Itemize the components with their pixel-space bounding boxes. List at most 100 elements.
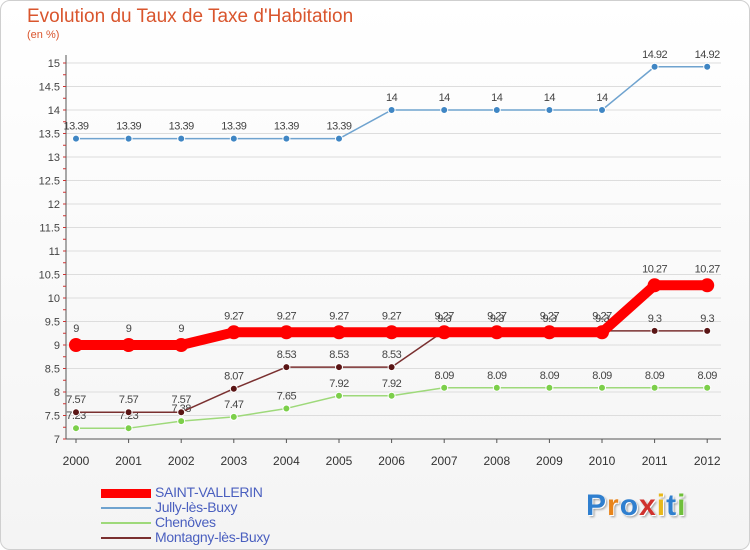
y-tick-label: 15 xyxy=(48,58,60,70)
data-label: 9.27 xyxy=(434,310,454,322)
data-point xyxy=(489,325,504,340)
data-label: 8.09 xyxy=(434,370,454,382)
data-point xyxy=(598,383,606,392)
y-tick-label: 11.5 xyxy=(39,223,60,235)
logo-letter: x xyxy=(639,489,657,522)
data-point xyxy=(387,106,396,114)
data-label: 13.39 xyxy=(326,121,351,133)
data-point xyxy=(226,325,241,340)
data-label: 7.57 xyxy=(171,394,191,406)
y-tick-label: 8.5 xyxy=(45,364,60,376)
data-point xyxy=(282,404,291,413)
data-label: 8.09 xyxy=(540,370,560,382)
y-tick-label: 13 xyxy=(48,152,60,164)
series-2: 7.237.237.387.477.657.927.928.098.098.09… xyxy=(66,370,718,433)
y-tick-label: 14 xyxy=(48,105,60,117)
data-point xyxy=(72,424,80,433)
data-point xyxy=(650,326,659,335)
data-point xyxy=(124,424,133,433)
data-label: 10.27 xyxy=(695,263,720,275)
logo-letter: i xyxy=(677,489,687,522)
data-label: 14 xyxy=(544,92,556,104)
data-point xyxy=(69,338,83,352)
data-label: 13.39 xyxy=(169,121,194,133)
x-tick-label: 2005 xyxy=(326,454,353,468)
data-point xyxy=(384,325,399,340)
data-point xyxy=(177,408,186,417)
data-label: 14 xyxy=(439,92,451,104)
legend-label: Chenôves xyxy=(155,514,216,530)
data-point xyxy=(492,106,501,114)
y-tick-label: 7.5 xyxy=(45,411,60,423)
data-point xyxy=(177,134,186,143)
data-point xyxy=(545,383,554,392)
data-label: 9 xyxy=(178,323,184,335)
data-label: 7.23 xyxy=(66,410,86,422)
data-point xyxy=(703,383,712,392)
data-point xyxy=(72,134,80,143)
series-1: 13.39 13.39 13.39 13.39 13.39 13.39 14 14 14 14 14… xyxy=(63,49,721,143)
y-tick-label: 7 xyxy=(54,434,60,446)
legend-label: Jully-lès-Buxy xyxy=(155,499,238,515)
chart-title: Evolution du Taux de Taxe d'Habitation xyxy=(27,6,354,27)
data-label: 9.3 xyxy=(595,313,609,325)
logo-letter: r xyxy=(607,489,620,522)
data-label: 8.53 xyxy=(329,349,349,361)
data-label: 8.07 xyxy=(224,371,244,383)
y-tick-label: 10 xyxy=(48,293,60,305)
data-point xyxy=(174,338,189,352)
data-point xyxy=(229,412,238,421)
legend-swatch xyxy=(101,522,151,524)
y-tick-label: 9.5 xyxy=(45,317,60,329)
data-point xyxy=(282,134,291,143)
data-label: 8.53 xyxy=(277,349,297,361)
logo-letter: t xyxy=(666,489,678,522)
data-label: 8.09 xyxy=(645,370,665,382)
data-point xyxy=(703,326,712,335)
data-point xyxy=(335,134,343,143)
data-label: 9.27 xyxy=(329,310,349,322)
data-label: 8.09 xyxy=(487,370,507,382)
data-point xyxy=(282,363,291,372)
data-label: 7.92 xyxy=(382,378,402,390)
data-point xyxy=(229,134,238,143)
y-tick-label: 10.5 xyxy=(39,270,60,282)
data-point xyxy=(545,106,554,114)
data-label: 13.39 xyxy=(221,121,246,133)
y-axis-unit-label: (en %) xyxy=(27,29,60,41)
x-tick-label: 2012 xyxy=(694,454,721,468)
data-label: 14 xyxy=(596,92,608,104)
x-tick-label: 2002 xyxy=(168,454,195,468)
data-label: 8.09 xyxy=(697,370,717,382)
x-tick-label: 2004 xyxy=(273,454,300,468)
proxiti-logo: Proxiti xyxy=(586,489,686,523)
legend-label: SAINT-VALLERIN xyxy=(155,484,263,500)
data-label: 9.3 xyxy=(437,313,451,325)
x-tick-label: 2011 xyxy=(642,454,668,468)
x-tick-label: 2008 xyxy=(483,454,510,468)
y-tick-label: 13.5 xyxy=(39,129,60,141)
data-label: 14.92 xyxy=(695,49,720,61)
data-point xyxy=(650,383,659,392)
x-tick-label: 2007 xyxy=(431,454,458,468)
data-point xyxy=(542,325,557,340)
data-label: 13.39 xyxy=(63,121,88,133)
data-point xyxy=(647,278,662,293)
data-label: 9.27 xyxy=(592,310,612,322)
data-point xyxy=(437,325,452,340)
data-label: 9.27 xyxy=(382,310,402,322)
data-point xyxy=(279,325,294,340)
data-point xyxy=(440,383,449,392)
data-label: 9.3 xyxy=(648,313,662,325)
data-label: 9.27 xyxy=(540,310,560,322)
logo-letter: i xyxy=(656,489,667,522)
data-point xyxy=(335,363,343,372)
legend-swatch xyxy=(101,507,151,509)
data-label: 9 xyxy=(126,323,132,335)
data-label: 9.3 xyxy=(543,313,557,325)
data-label: 9.27 xyxy=(224,310,244,322)
data-point xyxy=(335,391,343,400)
data-label: 9.27 xyxy=(277,310,297,322)
